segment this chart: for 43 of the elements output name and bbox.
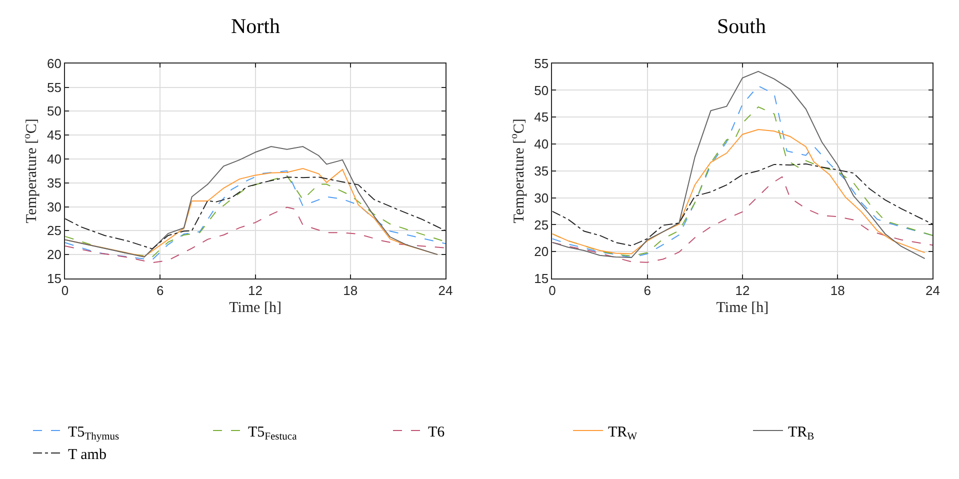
y-tick-label: 15	[46, 271, 62, 286]
x-tick-label: 24	[438, 283, 453, 298]
chart-title: North	[231, 14, 280, 38]
line-series	[552, 129, 926, 254]
x-axis-title: Time [h]	[716, 300, 769, 316]
y-tick-label: 35	[46, 175, 62, 190]
y-tick-label: 45	[534, 110, 549, 125]
x-tick-label: 12	[735, 283, 750, 298]
x-tick-label: 6	[156, 283, 164, 298]
x-tick-label: 12	[248, 283, 263, 298]
y-tick-label: 15	[534, 271, 549, 286]
y-tick-label: 45	[46, 128, 62, 143]
chart-title: South	[717, 14, 767, 38]
y-tick-label: 50	[534, 82, 549, 98]
legend-label: T6	[428, 424, 446, 440]
y-tick-label: 50	[46, 104, 62, 119]
y-tick-label: 55	[534, 56, 549, 71]
x-tick-label: 0	[61, 283, 69, 298]
y-tick-label: 20	[534, 244, 549, 260]
x-tick-label: 18	[343, 283, 358, 298]
y-tick-label: 30	[46, 199, 62, 214]
y-tick-label: 20	[46, 247, 62, 262]
y-tick-label: 25	[46, 223, 62, 238]
y-tick-label: 30	[534, 190, 549, 206]
line-series	[65, 206, 446, 264]
y-tick-label: 60	[46, 56, 62, 71]
y-tick-label: 35	[534, 163, 549, 178]
y-tick-label: 40	[46, 152, 62, 167]
y-tick-label: 25	[534, 217, 549, 232]
x-tick-label: 24	[925, 283, 940, 298]
x-tick-label: 0	[548, 283, 556, 298]
legend-label: TR$_{B}$	[788, 424, 814, 442]
legend-label: T5$_{Festuca}$	[248, 424, 298, 442]
x-tick-label: 6	[644, 283, 651, 298]
x-axis-title: Time [h]	[229, 300, 282, 316]
line-series	[552, 176, 933, 263]
legend-label: TR$_{W}$	[608, 424, 638, 442]
legend-label: T amb	[68, 446, 106, 463]
y-tick-label: 40	[534, 136, 549, 152]
legend-label: T5$_{Thymus}$	[68, 424, 120, 442]
y-tick-label: 55	[46, 80, 62, 95]
x-tick-label: 18	[830, 283, 845, 298]
line-series	[65, 146, 438, 258]
